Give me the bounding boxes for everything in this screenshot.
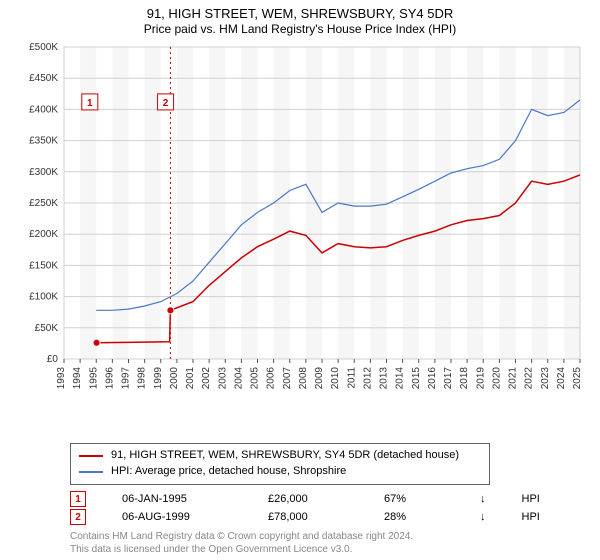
svg-text:1996: 1996 [104,367,115,390]
svg-text:2011: 2011 [346,367,357,389]
arrow-down-icon: ↓ [480,493,486,505]
svg-text:2017: 2017 [443,367,454,390]
legend-label: HPI: Average price, detached house, Shro… [111,464,346,480]
sale-pct: 67% [384,493,444,505]
svg-text:2015: 2015 [411,367,422,390]
svg-text:2003: 2003 [217,367,228,390]
svg-text:2009: 2009 [314,367,325,390]
svg-text:1993: 1993 [56,367,67,390]
svg-text:£0: £0 [47,354,59,365]
svg-text:2013: 2013 [379,367,390,390]
svg-text:2024: 2024 [556,367,567,390]
svg-text:£500K: £500K [29,42,58,53]
footer-line1: Contains HM Land Registry data © Crown c… [70,531,413,544]
svg-text:£400K: £400K [29,105,58,116]
svg-text:2005: 2005 [250,367,261,390]
legend-item: 91, HIGH STREET, WEM, SHREWSBURY, SY4 5D… [79,448,481,464]
svg-text:2001: 2001 [185,367,196,390]
price-chart: £0 £50K £100K £150K £200K £250K £300K £350K £400… [10,41,590,437]
sale-price: £26,000 [268,493,348,505]
footer-copyright: Contains HM Land Registry data © Crown c… [70,531,413,556]
svg-text:£300K: £300K [29,167,58,178]
legend-swatch [79,455,103,457]
page-title: 91, HIGH STREET, WEM, SHREWSBURY, SY4 5D… [147,6,454,22]
arrow-down-icon: ↓ [480,511,486,523]
sale-date: 06-JAN-1995 [122,493,232,505]
sale-marker: 2 [70,509,86,525]
svg-text:2000: 2000 [169,367,180,390]
legend: 91, HIGH STREET, WEM, SHREWSBURY, SY4 5D… [70,443,490,485]
svg-text:2006: 2006 [266,367,277,390]
sale-cmp-label: HPI [522,511,540,523]
svg-text:2010: 2010 [330,367,341,390]
svg-text:£250K: £250K [29,198,58,209]
svg-text:£350K: £350K [29,136,58,147]
svg-text:1: 1 [87,98,93,109]
svg-text:£100K: £100K [29,292,58,303]
svg-text:2: 2 [163,98,169,109]
legend-item: HPI: Average price, detached house, Shro… [79,464,481,480]
svg-text:2023: 2023 [540,367,551,390]
sale-date: 06-AUG-1999 [122,511,232,523]
svg-text:£50K: £50K [35,323,59,334]
sale-price: £78,000 [268,511,348,523]
svg-text:2018: 2018 [459,367,470,390]
sale-pct: 28% [384,511,444,523]
legend-swatch [79,471,103,473]
svg-text:£150K: £150K [29,261,58,272]
sales-row: 1 06-JAN-1995 £26,000 67% ↓ HPI [70,491,570,507]
footer-line2: This data is licensed under the Open Gov… [70,544,413,557]
svg-text:2008: 2008 [298,367,309,390]
svg-text:2014: 2014 [395,367,406,390]
svg-text:£450K: £450K [29,73,58,84]
svg-text:1999: 1999 [153,367,164,390]
svg-text:2025: 2025 [572,367,583,390]
svg-text:2007: 2007 [282,367,293,390]
svg-text:2016: 2016 [427,367,438,390]
svg-text:2019: 2019 [475,367,486,390]
sale-cmp-label: HPI [522,493,540,505]
svg-text:2022: 2022 [524,367,535,390]
legend-label: 91, HIGH STREET, WEM, SHREWSBURY, SY4 5D… [111,448,459,464]
svg-text:2012: 2012 [362,367,373,390]
sales-table: 1 06-JAN-1995 £26,000 67% ↓ HPI 2 06-AUG-1999 £7… [10,489,590,527]
svg-text:1995: 1995 [88,367,99,390]
svg-text:1994: 1994 [72,367,83,390]
page-subtitle: Price paid vs. HM Land Registry's House … [144,22,456,37]
sales-row: 2 06-AUG-1999 £78,000 28% ↓ HPI [70,509,570,525]
svg-text:£200K: £200K [29,229,58,240]
sale-marker: 1 [70,491,86,507]
svg-text:2002: 2002 [201,367,212,390]
svg-text:2004: 2004 [233,367,244,390]
svg-text:1998: 1998 [137,367,148,390]
svg-text:2020: 2020 [491,367,502,390]
svg-text:2021: 2021 [508,367,519,390]
svg-text:1997: 1997 [121,367,132,390]
